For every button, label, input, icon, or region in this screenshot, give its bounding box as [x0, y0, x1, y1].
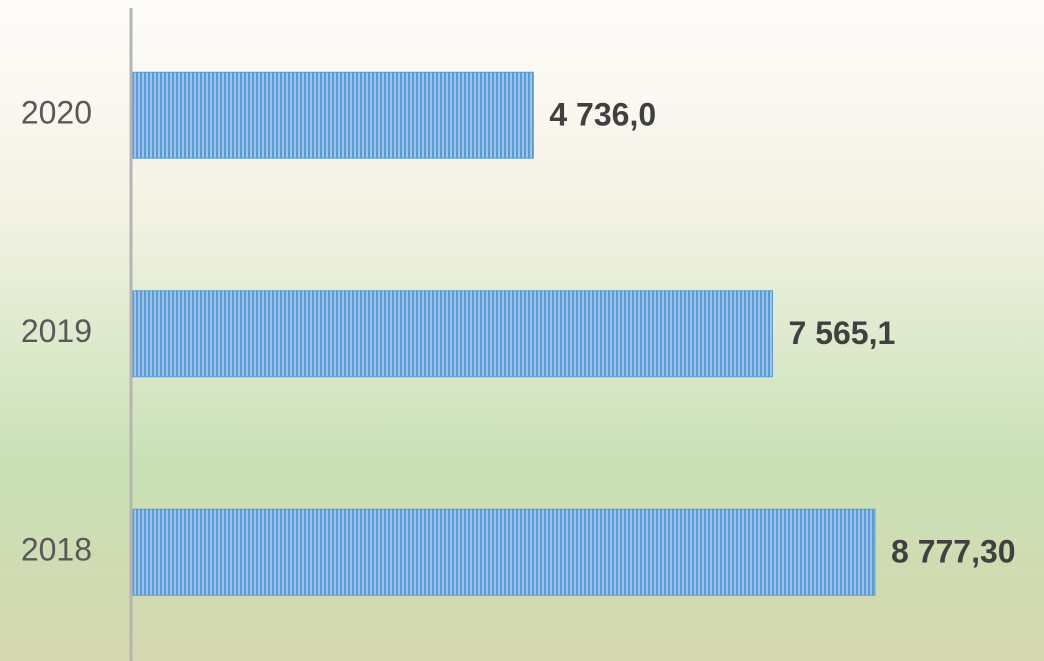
category-label: 2019 [21, 313, 92, 349]
category-label: 2020 [21, 95, 92, 131]
value-label: 4 736,0 [549, 97, 656, 133]
bar [132, 71, 534, 159]
bar [132, 290, 774, 378]
bar [132, 508, 876, 596]
category-label: 2018 [21, 532, 92, 568]
value-label: 8 777,30 [891, 534, 1016, 570]
value-label: 7 565,1 [789, 315, 896, 351]
